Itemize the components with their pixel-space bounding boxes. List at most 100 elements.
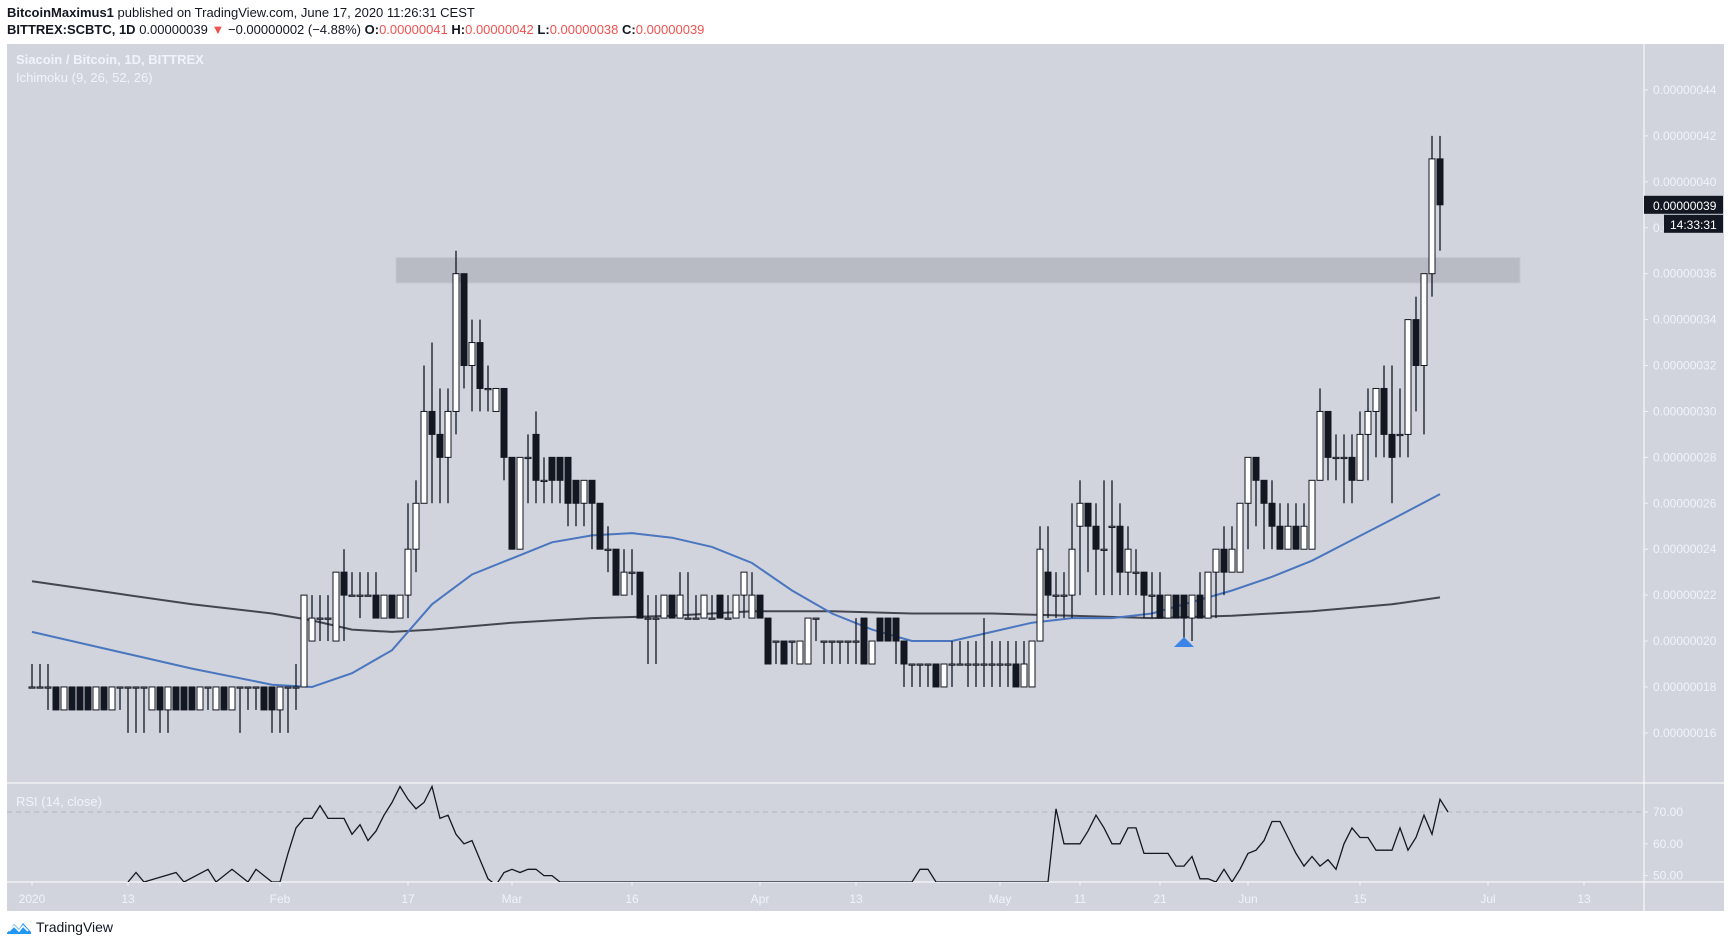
candle[interactable]: [1372, 387, 1380, 458]
candle[interactable]: [908, 663, 916, 687]
candle[interactable]: [236, 686, 244, 733]
candle[interactable]: [444, 388, 452, 504]
candle[interactable]: [148, 686, 156, 711]
candle[interactable]: [364, 572, 372, 597]
candle[interactable]: [60, 686, 68, 711]
candle[interactable]: [404, 503, 412, 619]
candle[interactable]: [852, 618, 860, 664]
candle[interactable]: [1292, 503, 1300, 550]
candle[interactable]: [1356, 411, 1364, 481]
candle[interactable]: [108, 686, 116, 711]
candle[interactable]: [668, 594, 676, 619]
candle[interactable]: [28, 664, 36, 689]
candle[interactable]: [500, 387, 508, 481]
candle[interactable]: [884, 617, 892, 642]
candle[interactable]: [684, 572, 692, 620]
candle[interactable]: [508, 456, 516, 550]
candle[interactable]: [1428, 135, 1436, 297]
candle[interactable]: [188, 686, 196, 711]
candle[interactable]: [348, 572, 356, 597]
candle[interactable]: [924, 663, 932, 687]
candle[interactable]: [588, 479, 596, 550]
candle[interactable]: [172, 686, 180, 711]
candle[interactable]: [972, 641, 980, 687]
candle[interactable]: [1244, 456, 1252, 550]
candle[interactable]: [1108, 480, 1116, 596]
candle[interactable]: [396, 594, 404, 619]
candle[interactable]: [228, 686, 236, 711]
candle[interactable]: [1172, 594, 1180, 619]
candle[interactable]: [948, 641, 956, 687]
candle[interactable]: [492, 387, 500, 412]
candle[interactable]: [180, 686, 188, 711]
candle[interactable]: [556, 456, 564, 504]
candle[interactable]: [1156, 572, 1164, 619]
candle[interactable]: [1228, 526, 1236, 573]
candle[interactable]: [604, 526, 612, 573]
candle[interactable]: [84, 686, 92, 711]
candle[interactable]: [644, 595, 652, 664]
candle[interactable]: [660, 594, 668, 619]
candle[interactable]: [1420, 273, 1428, 435]
candle[interactable]: [428, 342, 436, 504]
candle[interactable]: [812, 617, 820, 642]
candle[interactable]: [1260, 479, 1268, 550]
candle[interactable]: [708, 595, 716, 620]
candle[interactable]: [308, 595, 316, 642]
candle[interactable]: [748, 572, 756, 619]
candle[interactable]: [1204, 571, 1212, 619]
candle[interactable]: [828, 640, 836, 664]
candle[interactable]: [676, 572, 684, 619]
candle[interactable]: [540, 457, 548, 504]
candle[interactable]: [1020, 641, 1028, 688]
candle[interactable]: [1308, 479, 1316, 550]
candle[interactable]: [772, 640, 780, 664]
candle[interactable]: [716, 594, 724, 619]
candle[interactable]: [132, 686, 140, 733]
candle[interactable]: [420, 365, 428, 504]
candle[interactable]: [276, 686, 284, 733]
candle[interactable]: [1396, 388, 1404, 458]
candle[interactable]: [1012, 641, 1020, 688]
candle[interactable]: [476, 319, 484, 412]
candle[interactable]: [1124, 526, 1132, 596]
candle[interactable]: [532, 411, 540, 504]
candle[interactable]: [844, 640, 852, 664]
candle[interactable]: [572, 479, 580, 527]
candle[interactable]: [1084, 502, 1092, 573]
candle[interactable]: [212, 686, 220, 711]
candle[interactable]: [372, 572, 380, 619]
candle[interactable]: [836, 640, 844, 664]
candle[interactable]: [52, 686, 60, 711]
candle[interactable]: [1276, 503, 1284, 550]
candle[interactable]: [1004, 641, 1012, 687]
candle[interactable]: [116, 686, 124, 710]
candle[interactable]: [652, 595, 660, 664]
candle[interactable]: [956, 641, 964, 666]
candle[interactable]: [44, 664, 52, 710]
candle[interactable]: [860, 617, 868, 665]
candle[interactable]: [1324, 410, 1332, 481]
candle[interactable]: [1404, 319, 1412, 458]
candle[interactable]: [692, 595, 700, 620]
candle[interactable]: [252, 686, 260, 710]
candle[interactable]: [1252, 456, 1260, 527]
candle[interactable]: [732, 594, 740, 619]
candle[interactable]: [964, 641, 972, 687]
candle[interactable]: [1236, 502, 1244, 573]
candle[interactable]: [764, 617, 772, 665]
candle[interactable]: [940, 663, 948, 688]
candle[interactable]: [516, 456, 524, 550]
candle[interactable]: [1284, 503, 1292, 550]
candle[interactable]: [1132, 549, 1140, 596]
candle[interactable]: [468, 319, 476, 412]
candle[interactable]: [916, 663, 924, 687]
candle[interactable]: [204, 686, 212, 710]
candle[interactable]: [140, 686, 148, 733]
candle[interactable]: [1348, 434, 1356, 504]
candle[interactable]: [1380, 365, 1388, 458]
candle[interactable]: [900, 640, 908, 687]
candle[interactable]: [412, 480, 420, 573]
candle[interactable]: [740, 571, 748, 619]
